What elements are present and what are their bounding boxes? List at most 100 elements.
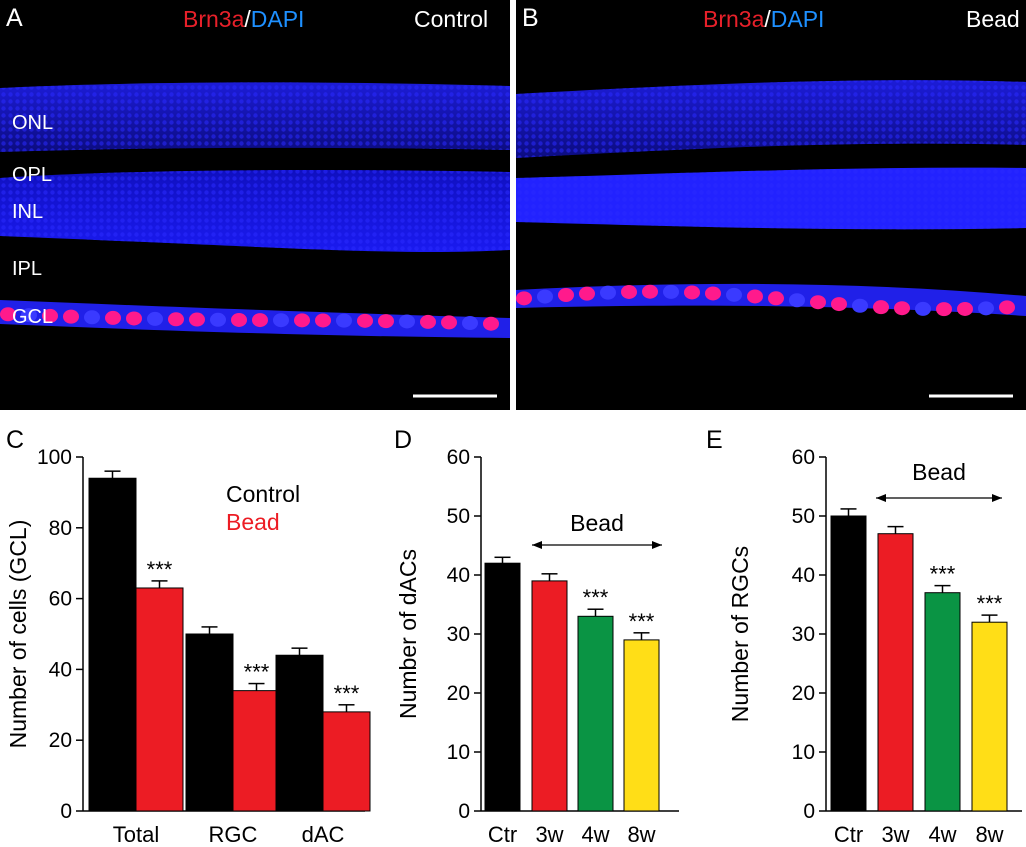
x-tick-label: dAC xyxy=(302,822,345,847)
gcl-cell xyxy=(558,288,574,303)
arrow-head-left xyxy=(532,541,542,549)
y-tick-label: 10 xyxy=(447,741,470,764)
bar xyxy=(531,580,568,812)
gcl-cell xyxy=(978,301,994,316)
gcl-cell xyxy=(378,314,394,329)
gcl-cell xyxy=(273,313,289,328)
condition-label-a: Control xyxy=(414,6,489,32)
gcl-cell xyxy=(936,302,952,317)
bracket-label: Bead xyxy=(570,510,624,536)
gcl-cell xyxy=(663,284,679,299)
y-tick-label: 50 xyxy=(447,505,470,528)
x-tick-label: RGC xyxy=(209,822,258,847)
micrograph-control-svg xyxy=(0,82,510,398)
x-tick-label: 3w xyxy=(881,822,909,847)
stain-separator: / xyxy=(764,6,771,32)
gcl-cell xyxy=(852,298,868,313)
y-tick-label: 50 xyxy=(792,505,815,528)
x-tick-label: 8w xyxy=(627,822,655,847)
y-axis-label: Number of RGCs xyxy=(727,546,753,722)
legend-entry: Control xyxy=(226,481,300,507)
stain-blue-label: DAPI xyxy=(770,6,825,32)
y-tick-label: 80 xyxy=(49,517,72,540)
bar xyxy=(577,615,614,812)
bar xyxy=(830,515,867,812)
chart-panel-c: C 0 20 40 60 80 100 Number of cells (GCL) *** Tot… xyxy=(5,426,371,847)
gcl-cell xyxy=(705,286,721,301)
panel-letter-b: B xyxy=(522,4,539,32)
gcl-cell xyxy=(42,308,58,323)
x-tick-label: Ctr xyxy=(488,822,517,847)
y-tick-label: 30 xyxy=(447,623,470,646)
y-tick-label: 60 xyxy=(49,588,72,611)
panel-letter-a: A xyxy=(6,4,23,32)
significance-label: *** xyxy=(244,660,270,685)
stain-red-label: Brn3a xyxy=(703,6,765,32)
gcl-cell xyxy=(462,316,478,331)
bar xyxy=(484,562,521,812)
arrow-head-right xyxy=(652,541,662,549)
gcl-cell xyxy=(957,301,973,316)
significance-label: *** xyxy=(334,681,360,706)
gcl-cell xyxy=(315,313,331,328)
y-axis-label: Number of dACs xyxy=(395,549,421,719)
bar xyxy=(877,533,914,812)
gcl-cell xyxy=(483,316,499,331)
y-tick-label: 30 xyxy=(792,623,815,646)
layer-label-onl: ONL xyxy=(12,112,54,134)
gcl-cell xyxy=(126,311,142,326)
y-tick-label: 40 xyxy=(49,658,72,681)
gcl-cell xyxy=(642,284,658,299)
x-tick-label: Ctr xyxy=(834,822,863,847)
y-tick-label: 20 xyxy=(447,682,470,705)
y-tick-label: 40 xyxy=(447,564,470,587)
bar xyxy=(924,592,961,812)
gcl-cell xyxy=(420,314,436,329)
layer-label-opl: OPL xyxy=(12,164,53,186)
panel-letter: C xyxy=(6,426,24,454)
x-tick-label: 4w xyxy=(928,822,956,847)
gcl-cell xyxy=(105,310,121,325)
gcl-cell xyxy=(537,289,553,304)
bar xyxy=(623,639,660,812)
x-tick-label: 3w xyxy=(535,822,563,847)
bar xyxy=(185,633,234,812)
stain-label-a: Brn3a/DAPI xyxy=(183,6,304,33)
y-axis-label: Number of cells (GCL) xyxy=(5,520,31,749)
stain-label-b: Brn3a/DAPI xyxy=(703,6,824,33)
gcl-cell xyxy=(252,313,268,328)
significance-label: *** xyxy=(147,557,173,582)
brn3a-cells xyxy=(0,307,499,331)
gcl-cell xyxy=(915,301,931,316)
y-tick-label: 0 xyxy=(60,800,72,823)
gcl-cell xyxy=(726,287,742,302)
significance-label: *** xyxy=(930,562,956,587)
gcl-cell xyxy=(441,315,457,330)
significance-label: *** xyxy=(629,609,655,634)
y-tick-label: 0 xyxy=(458,800,470,823)
arrow-head-left xyxy=(876,494,886,502)
significance-label: *** xyxy=(977,591,1003,616)
gcl-cell xyxy=(810,295,826,310)
gcl-cell xyxy=(84,310,100,325)
y-tick-label: 60 xyxy=(792,446,815,469)
y-tick-label: 0 xyxy=(803,800,815,823)
gcl-cell xyxy=(210,312,226,327)
panel-letter: E xyxy=(706,426,723,454)
gcl-cell xyxy=(831,297,847,312)
bar xyxy=(971,621,1008,812)
stain-separator: / xyxy=(244,6,251,32)
y-tick-label: 40 xyxy=(792,564,815,587)
gcl-cell xyxy=(189,312,205,327)
bar xyxy=(88,477,137,812)
bar xyxy=(135,587,184,812)
significance-label: *** xyxy=(583,585,609,610)
gcl-cell xyxy=(747,289,763,304)
y-tick-label: 10 xyxy=(792,741,815,764)
gcl-cell xyxy=(147,311,163,326)
stain-blue-label: DAPI xyxy=(250,6,305,32)
layer-label-gcl: GCL xyxy=(12,306,54,328)
legend-entry: Bead xyxy=(226,509,280,535)
gcl-cell xyxy=(600,285,616,300)
bar xyxy=(232,690,281,812)
